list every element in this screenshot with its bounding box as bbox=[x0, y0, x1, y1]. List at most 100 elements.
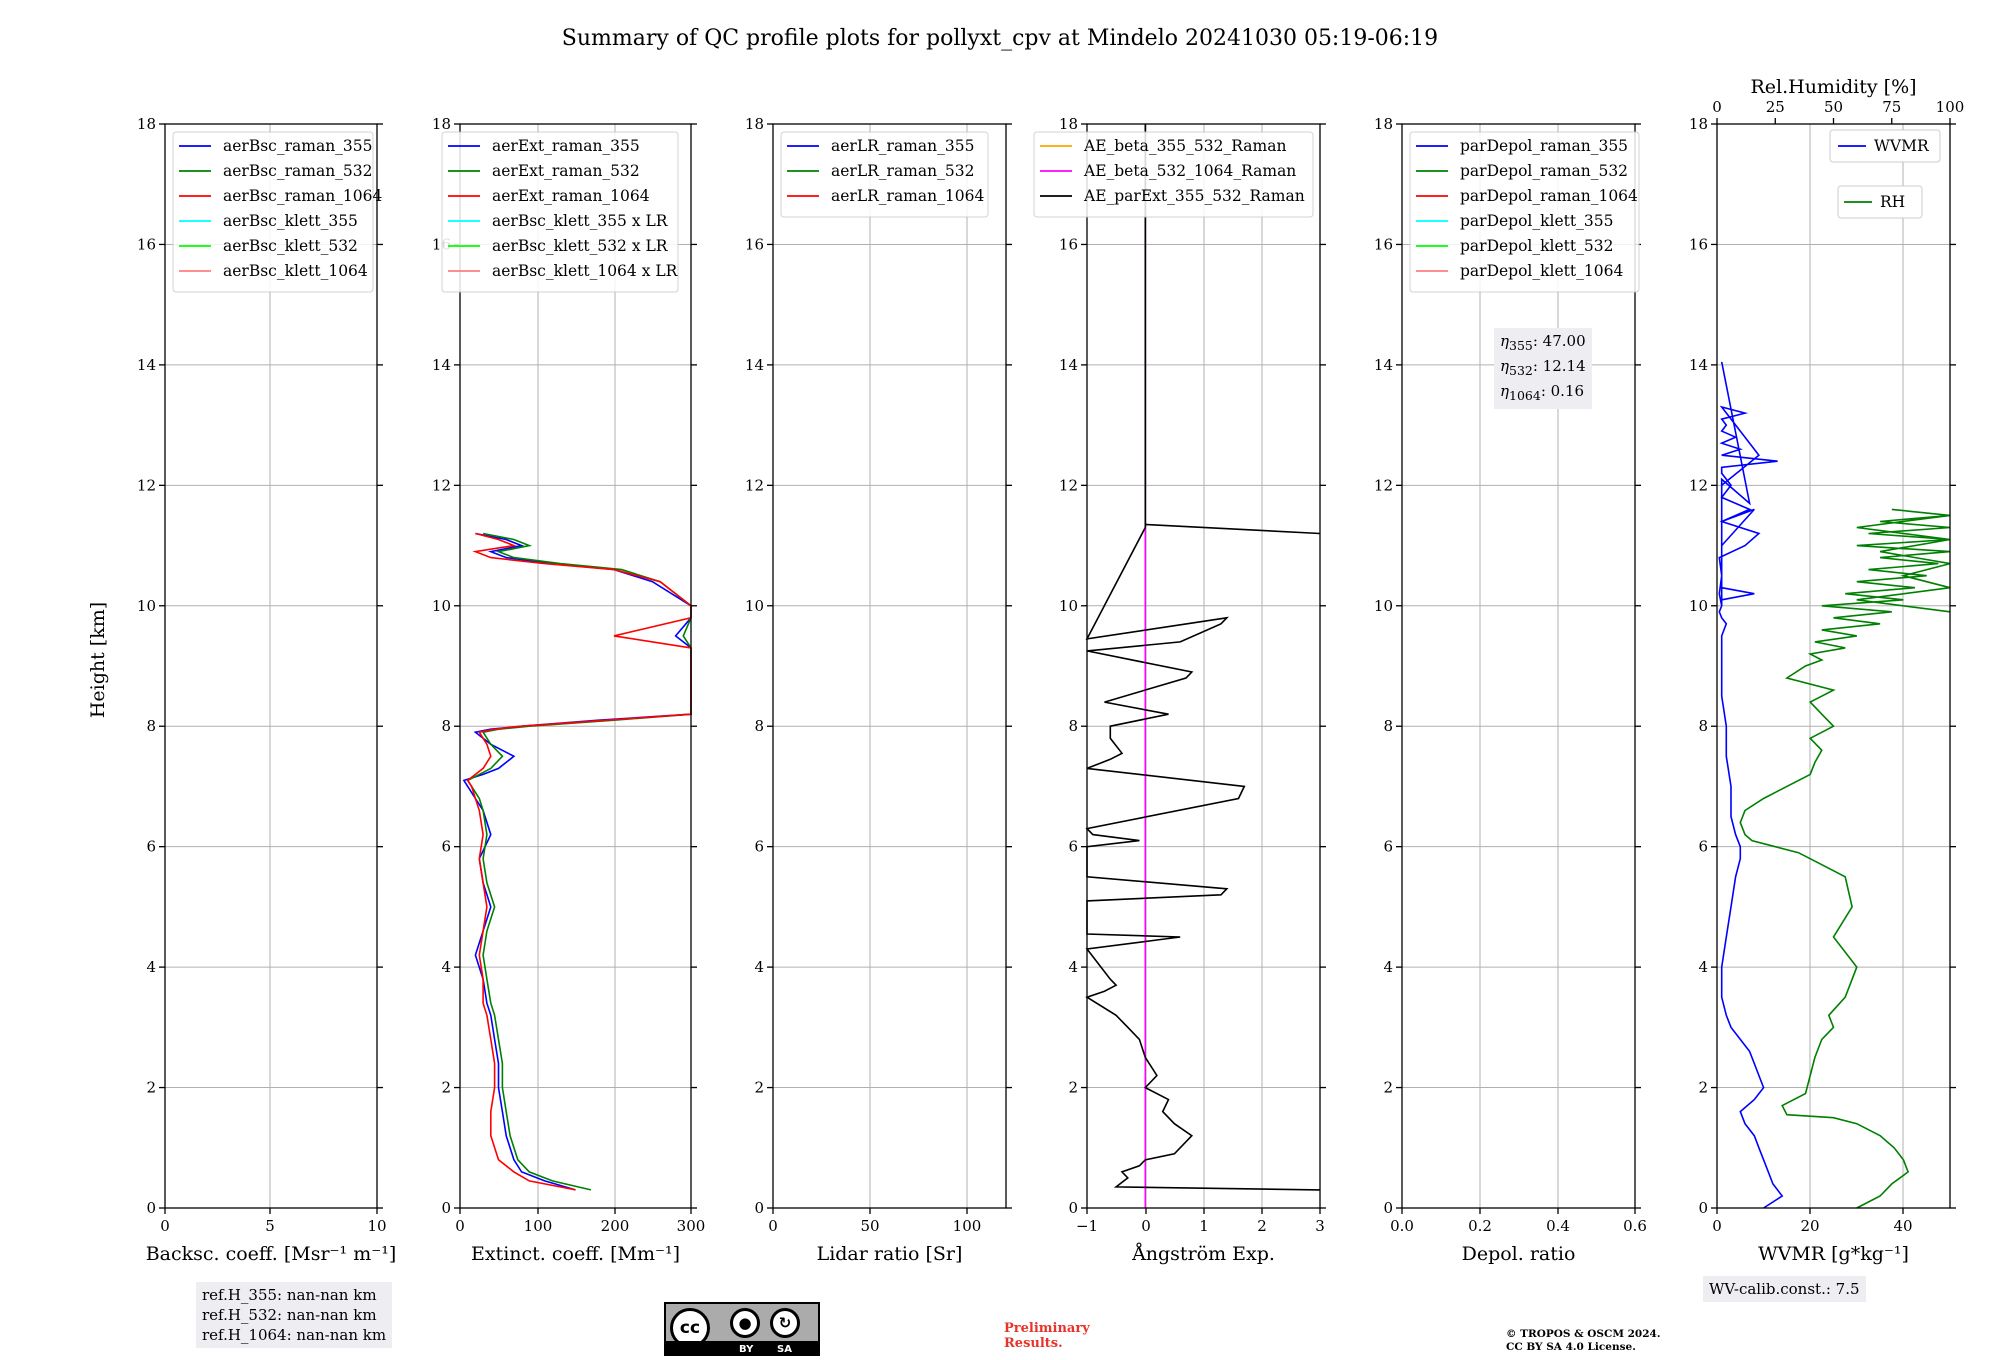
legend-entry-label: aerBsc_raman_355 bbox=[223, 137, 373, 155]
legend-frame bbox=[441, 131, 679, 293]
x2-tick-label: 0 bbox=[1712, 98, 1722, 116]
legend-entry-label: AE_beta_355_532_Raman bbox=[1083, 137, 1286, 155]
x2-tick-label: 50 bbox=[1824, 98, 1843, 116]
y-tick-label: 10 bbox=[432, 597, 451, 615]
y-tick-label: 18 bbox=[1689, 115, 1708, 133]
y-axis-label: Height [km] bbox=[87, 602, 109, 718]
legend-frame bbox=[1033, 131, 1314, 218]
legend-frame bbox=[780, 131, 989, 218]
legend-entry-label: parDepol_klett_1064 bbox=[1460, 262, 1623, 280]
eta-box: η355: 47.00 η532: 12.14 η1064: 0.16 bbox=[1494, 328, 1592, 409]
eta-532-wavelength: 532 bbox=[1509, 363, 1533, 378]
share-alike-icon: ↻ bbox=[770, 1308, 800, 1338]
copyright-note: © TROPOS & OSCM 2024. CC BY SA 4.0 Licen… bbox=[1506, 1328, 1661, 1353]
y-tick-label: 10 bbox=[745, 597, 764, 615]
y-tick-label: 14 bbox=[1374, 356, 1393, 374]
legend-entry-label: WVMR bbox=[1874, 137, 1930, 155]
series-line-AE_parExt_355_532_Raman bbox=[1085, 124, 1321, 1191]
axes-frame bbox=[459, 123, 692, 1209]
y-tick-label: 6 bbox=[146, 838, 156, 856]
y-tick-label: 4 bbox=[146, 958, 156, 976]
y-tick-label: 10 bbox=[1059, 597, 1078, 615]
y-tick-label: 14 bbox=[137, 356, 156, 374]
y-tick-label: 14 bbox=[1059, 356, 1078, 374]
y-tick-label: 8 bbox=[1068, 717, 1078, 735]
x-tick-label: 0 bbox=[160, 1217, 170, 1235]
series-line-RH bbox=[1739, 508, 1951, 1209]
x-axis-label: Extinct. coeff. [Mm⁻¹] bbox=[471, 1243, 680, 1265]
x-axis-label: Lidar ratio [Sr] bbox=[817, 1243, 963, 1265]
axes-frame bbox=[1401, 123, 1636, 1209]
figure-title: Summary of QC profile plots for pollyxt_… bbox=[562, 26, 1438, 51]
y-tick-label: 0 bbox=[754, 1199, 764, 1217]
ref-h-355: ref.H_355: nan-nan km bbox=[202, 1286, 377, 1304]
panel-5: 0 2 4 6 8 10 12 14 16 18 0.0 0.2 0.4 0.6 Depol. ratio p… bbox=[1374, 115, 1647, 1265]
ref-h-1064: ref.H_1064: nan-nan km bbox=[202, 1326, 387, 1344]
x-tick-label: 20 bbox=[1800, 1217, 1819, 1235]
legend-entry-label: parDepol_raman_532 bbox=[1460, 162, 1628, 180]
eta-1064-value: : 0.16 bbox=[1540, 382, 1585, 400]
legend-entry-label: AE_beta_532_1064_Raman bbox=[1083, 162, 1296, 180]
cc-by-sa-license-badge: cc ● ↻ BY SA bbox=[664, 1302, 820, 1356]
y-tick-label: 0 bbox=[441, 1199, 451, 1217]
x-tick-label: 300 bbox=[677, 1217, 706, 1235]
y-tick-label: 10 bbox=[1689, 597, 1708, 615]
legend-entry-label: aerBsc_klett_355 x LR bbox=[492, 212, 669, 230]
series-line-aerExt_raman_355 bbox=[462, 532, 692, 1191]
attribution-person-icon: ● bbox=[730, 1308, 760, 1338]
y-tick-label: 6 bbox=[441, 838, 451, 856]
legend-entry-label: aerBsc_raman_1064 bbox=[223, 187, 383, 205]
x-tick-label: 1 bbox=[1199, 1217, 1209, 1235]
y-tick-label: 4 bbox=[754, 958, 764, 976]
legend-entry-label: aerBsc_klett_355 bbox=[223, 212, 358, 230]
y-tick-label: 4 bbox=[1383, 958, 1393, 976]
x-tick-label: 0.6 bbox=[1623, 1217, 1647, 1235]
x2-tick-label: 25 bbox=[1766, 98, 1785, 116]
eta-355: η355: 47.00 bbox=[1500, 332, 1586, 353]
legend-frame bbox=[172, 131, 374, 293]
panel-1: 0 2 4 6 8 10 12 14 16 18 0 5 10 Backsc. coeff. [Msr⁻¹… bbox=[137, 115, 396, 1265]
x-tick-label: 100 bbox=[953, 1217, 982, 1235]
y-tick-label: 8 bbox=[441, 717, 451, 735]
license-strip bbox=[666, 1341, 818, 1354]
wv-calibration-box: WV-calib.const.: 7.5 bbox=[1703, 1276, 1866, 1302]
legend: aerExt_raman_355 aerExt_raman_532 aerExt_r… bbox=[441, 131, 679, 293]
y-tick-label: 16 bbox=[745, 235, 764, 253]
eta-355-value: : 47.00 bbox=[1532, 332, 1586, 350]
y-tick-label: 8 bbox=[754, 717, 764, 735]
x-axis-label: Depol. ratio bbox=[1462, 1243, 1576, 1265]
legend-entry-label: parDepol_raman_1064 bbox=[1460, 187, 1638, 205]
eta-532-value: : 12.14 bbox=[1532, 357, 1586, 375]
legend-entry-label: aerExt_raman_532 bbox=[492, 162, 640, 180]
legend-entry-label: aerLR_raman_1064 bbox=[831, 187, 984, 205]
y-tick-label: 2 bbox=[754, 1079, 764, 1097]
x-tick-label: 0 bbox=[1141, 1217, 1151, 1235]
legend-entry-label: parDepol_klett_532 bbox=[1460, 237, 1613, 255]
eta-1064-wavelength: 1064 bbox=[1509, 388, 1541, 403]
x2-tick-label: 75 bbox=[1882, 98, 1901, 116]
y-tick-label: 4 bbox=[1698, 958, 1708, 976]
x2-axis-label: Rel.Humidity [%] bbox=[1750, 76, 1916, 98]
x-tick-label: 200 bbox=[601, 1217, 630, 1235]
legend-entry-label: aerLR_raman_355 bbox=[831, 137, 974, 155]
y-tick-label: 2 bbox=[1068, 1079, 1078, 1097]
y-tick-label: 2 bbox=[1698, 1079, 1708, 1097]
x2-tick-label: 100 bbox=[1936, 98, 1965, 116]
sa-label: SA bbox=[777, 1344, 792, 1355]
y-tick-label: 0 bbox=[1383, 1199, 1393, 1217]
y-tick-label: 14 bbox=[1689, 356, 1708, 374]
legend-frame bbox=[1829, 129, 1941, 163]
y-tick-label: 16 bbox=[137, 235, 156, 253]
legend-entry-label: aerBsc_raman_532 bbox=[223, 162, 373, 180]
y-tick-label: 0 bbox=[1698, 1199, 1708, 1217]
series-line-aerExt_raman_532 bbox=[466, 532, 692, 1191]
y-tick-label: 8 bbox=[146, 717, 156, 735]
x-tick-label: 0.4 bbox=[1546, 1217, 1570, 1235]
y-tick-label: 2 bbox=[1383, 1079, 1393, 1097]
y-tick-label: 18 bbox=[432, 115, 451, 133]
legend: aerLR_raman_355 aerLR_raman_532 aerLR_rama… bbox=[780, 131, 989, 218]
legend-entry-label: parDepol_raman_355 bbox=[1460, 137, 1628, 155]
y-tick-label: 12 bbox=[1689, 476, 1708, 494]
y-tick-label: 18 bbox=[137, 115, 156, 133]
